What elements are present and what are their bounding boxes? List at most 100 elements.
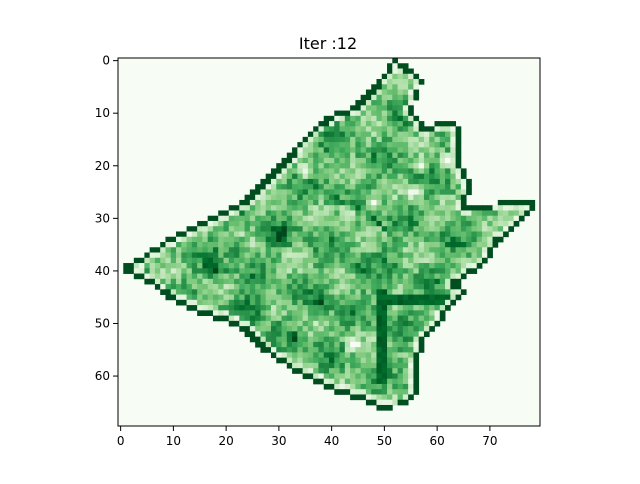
heatmap-cell xyxy=(392,336,398,343)
heatmap-cell xyxy=(334,194,340,201)
heatmap-cell xyxy=(371,100,377,106)
heatmap-cell xyxy=(355,147,362,154)
x-tick-label: 50 xyxy=(377,434,392,448)
heatmap-cell xyxy=(318,352,325,359)
heatmap-cell xyxy=(387,394,393,401)
heatmap-cell xyxy=(460,199,467,206)
heatmap-cell xyxy=(186,284,193,290)
heatmap-cell xyxy=(292,247,298,253)
heatmap-cell xyxy=(307,168,314,175)
heatmap-cell xyxy=(334,168,340,175)
heatmap-cell xyxy=(286,320,293,327)
heatmap-cell xyxy=(455,184,462,190)
heatmap-cell xyxy=(286,326,293,332)
heatmap-cell xyxy=(471,226,478,232)
heatmap-cell xyxy=(181,289,187,295)
heatmap-cell xyxy=(423,278,430,285)
heatmap-cell xyxy=(387,126,393,132)
heatmap-cell xyxy=(376,199,383,206)
heatmap-cell xyxy=(355,173,362,180)
heatmap-cell xyxy=(329,157,335,164)
heatmap-cell xyxy=(408,320,414,327)
heatmap-cell xyxy=(318,273,325,280)
heatmap-cell xyxy=(365,173,372,180)
heatmap-cell xyxy=(418,199,425,206)
heatmap-cell xyxy=(334,231,340,238)
heatmap-cell xyxy=(381,389,388,395)
heatmap-cell xyxy=(402,299,409,306)
heatmap-cell xyxy=(413,368,420,374)
heatmap-cell xyxy=(339,357,346,364)
heatmap-cell xyxy=(513,199,520,206)
heatmap-cell xyxy=(434,215,441,222)
heatmap-cell xyxy=(281,247,288,253)
heatmap-cell xyxy=(191,263,198,269)
heatmap-cell xyxy=(381,220,388,227)
heatmap-cell xyxy=(365,263,372,269)
heatmap-cell xyxy=(408,194,414,201)
heatmap-cell xyxy=(402,289,409,295)
heatmap-cell xyxy=(513,205,520,211)
heatmap-cell xyxy=(323,278,330,285)
heatmap-cell xyxy=(260,199,267,206)
heatmap-cell xyxy=(165,263,172,269)
heatmap-cell xyxy=(313,131,319,138)
heatmap-cell xyxy=(355,362,362,369)
heatmap-cell xyxy=(360,362,367,369)
heatmap-cell xyxy=(508,210,515,217)
heatmap-cell xyxy=(212,294,219,301)
heatmap-cell xyxy=(360,305,367,311)
heatmap-cell xyxy=(503,205,509,211)
heatmap-cell xyxy=(270,289,277,295)
heatmap-cell xyxy=(218,226,224,232)
heatmap-cell xyxy=(381,147,388,154)
heatmap-cell xyxy=(344,326,351,332)
heatmap-cell xyxy=(218,273,224,280)
heatmap-cell xyxy=(350,378,356,385)
x-tick-label: 0 xyxy=(117,434,125,448)
heatmap-cell xyxy=(418,336,425,343)
heatmap-cell xyxy=(270,220,277,227)
heatmap-cell xyxy=(381,89,388,96)
heatmap-cell xyxy=(392,173,398,180)
heatmap-cell xyxy=(318,263,325,269)
heatmap-cell xyxy=(270,205,277,211)
heatmap-cell xyxy=(360,136,367,143)
heatmap-cell xyxy=(255,210,261,217)
heatmap-cell xyxy=(381,142,388,148)
heatmap-cell xyxy=(455,147,462,154)
heatmap-cell xyxy=(450,236,457,243)
heatmap-cell xyxy=(355,247,362,253)
heatmap-cell xyxy=(239,242,245,248)
heatmap-cell xyxy=(329,231,335,238)
heatmap-cell xyxy=(423,294,430,301)
heatmap-cell xyxy=(360,205,367,211)
heatmap-cell xyxy=(207,215,214,222)
heatmap-cell xyxy=(329,320,335,327)
heatmap-cell xyxy=(350,268,356,274)
heatmap-cell xyxy=(197,278,203,285)
heatmap-cell xyxy=(276,194,282,201)
heatmap-cell xyxy=(255,189,261,196)
heatmap-cell xyxy=(323,368,330,374)
heatmap-cell xyxy=(476,205,483,211)
heatmap-cell xyxy=(455,194,462,201)
heatmap-cell xyxy=(292,194,298,201)
heatmap-cell xyxy=(476,263,483,269)
heatmap-cell xyxy=(397,331,404,338)
heatmap-cell xyxy=(286,168,293,175)
heatmap-cell xyxy=(387,63,393,69)
heatmap-cell xyxy=(255,184,261,190)
heatmap-cell xyxy=(466,215,472,222)
heatmap-cell xyxy=(218,315,224,322)
heatmap-cell xyxy=(260,326,267,332)
heatmap-cell xyxy=(160,257,166,264)
heatmap-cell xyxy=(313,368,319,374)
heatmap-cell xyxy=(313,278,319,285)
heatmap-cell xyxy=(228,289,235,295)
heatmap-cell xyxy=(244,294,251,301)
heatmap-cell xyxy=(371,84,377,90)
heatmap-cell xyxy=(323,126,330,132)
heatmap-cell xyxy=(239,252,245,259)
heatmap-cell xyxy=(397,352,404,359)
